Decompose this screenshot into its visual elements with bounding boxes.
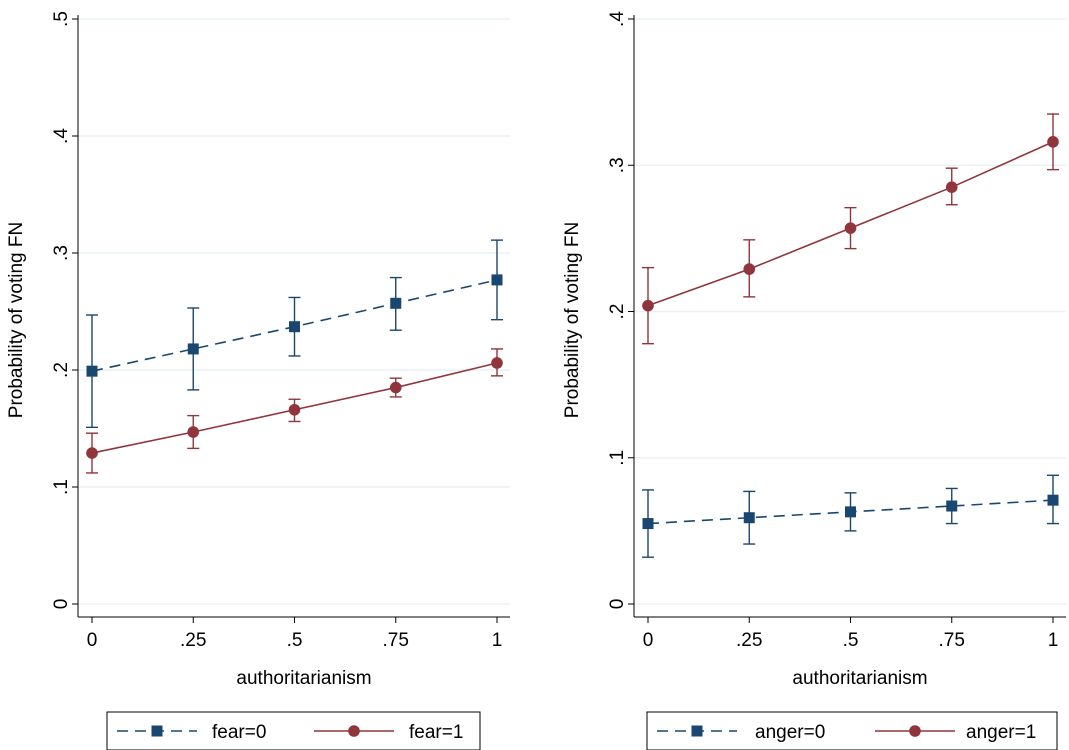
x-axis-title: authoritarianism [236,668,371,689]
legend-marker [348,725,360,737]
data-point [845,506,856,518]
y-tick-label: .1 [51,479,72,495]
data-point [288,403,301,416]
legend-marker [151,725,163,737]
data-point [642,299,654,312]
y-axis-title: Probability of voting FN [6,222,27,418]
y-tick-label: .2 [51,362,72,378]
series-1 [86,348,503,474]
data-point [743,512,755,524]
data-point [491,274,503,286]
legend-label: anger=1 [966,722,1036,743]
y-tick-label: .2 [607,304,628,320]
y-axis-title: Probability of voting FN [562,222,583,418]
x-axis-title: authoritarianism [792,668,927,689]
data-point [945,181,958,193]
data-point [1047,494,1059,506]
data-point [289,321,300,333]
chart-panel-1: 0 .1 .2 .3 .4 0 .25 .5 .75 1 authoritarianism Proba… [562,11,1066,750]
data-point [86,365,98,377]
legend-label: fear=0 [212,722,266,743]
legend-marker [691,725,703,737]
legend: anger=0 anger=1 [646,711,1058,750]
y-tick-label: 0 [51,599,72,610]
y-tick-label: .3 [51,245,72,261]
data-point [390,297,402,309]
x-tick-label: 1 [492,630,503,651]
x-tick-label: .75 [383,630,409,651]
data-point [946,500,958,512]
y-tick-label: .1 [607,450,628,466]
series-1 [642,113,1059,345]
data-point [389,381,402,394]
x-tick-label: .75 [939,630,965,651]
data-point [642,518,654,530]
y-tick-label: 0 [607,599,628,610]
data-point [1047,136,1059,148]
series-0 [642,474,1059,558]
legend-marker [909,725,921,737]
data-point [844,222,857,234]
data-point [187,426,200,438]
x-tick-label: 1 [1048,630,1059,651]
x-tick-label: .25 [736,630,762,651]
legend-label: fear=1 [409,722,463,743]
y-tick-label: .5 [51,11,72,27]
chart-panel-0: 0 .1 .2 .3 .4 .5 0 .25 .5 .75 1 authoritarianism Pro… [6,11,510,750]
x-tick-label: 0 [643,630,654,651]
data-point [187,343,199,355]
series-0 [86,239,503,429]
y-tick-label: .4 [51,128,72,144]
legend-box [106,711,481,750]
data-point [86,447,98,459]
x-tick-label: 0 [87,630,98,651]
x-tick-label: .5 [287,630,303,651]
legend-label: anger=0 [755,722,825,743]
y-tick-label: .4 [607,11,628,27]
x-tick-label: .5 [843,630,859,651]
data-point [491,357,503,369]
y-tick-label: .3 [607,157,628,173]
data-point [743,263,756,275]
x-tick-label: .25 [180,630,206,651]
legend: fear=0 fear=1 [106,711,481,750]
